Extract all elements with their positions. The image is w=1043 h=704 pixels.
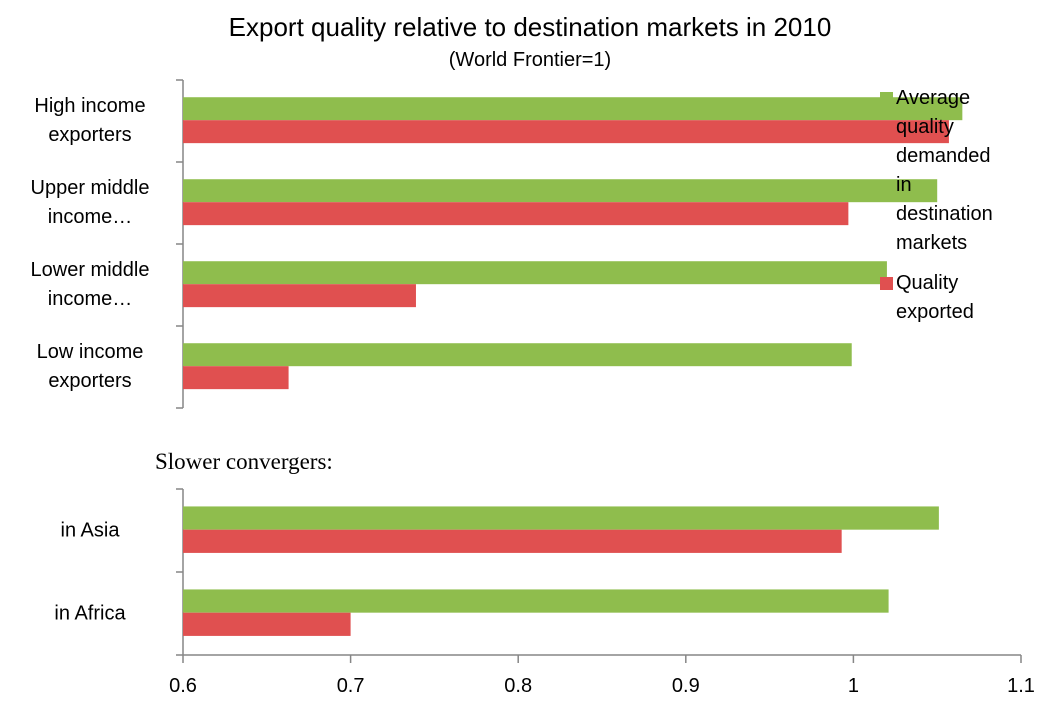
- bar: [183, 202, 849, 226]
- y-tick-label: High income exporters: [34, 95, 146, 146]
- y-tick-label: in Asia: [60, 519, 120, 541]
- bar: [183, 179, 938, 203]
- bar: [183, 284, 416, 308]
- bar: [183, 366, 289, 390]
- x-tick-label: 1: [847, 675, 859, 697]
- legend-swatch: [880, 277, 893, 290]
- x-tick-label: 0.7: [336, 675, 365, 697]
- chart-title: Export quality relative to destination m…: [228, 12, 832, 42]
- y-tick-label: Upper middle income…: [30, 177, 150, 228]
- bar: [183, 261, 887, 285]
- y-tick-label: in Africa: [54, 602, 126, 624]
- panel-title: Slower convergers:: [155, 449, 333, 474]
- x-tick-label: 0.6: [169, 675, 197, 697]
- legend-label: Quality exported: [896, 272, 974, 323]
- bar: [183, 529, 842, 553]
- bar: [183, 343, 852, 367]
- bar: [183, 612, 351, 636]
- x-tick-label: 0.9: [671, 675, 700, 697]
- x-tick-label: 1.1: [1007, 675, 1035, 697]
- bar: [183, 120, 949, 144]
- y-tick-label: Lower middle income…: [30, 259, 150, 310]
- legend-label: Average quality demanded in destination …: [896, 87, 993, 254]
- legend-swatch: [880, 92, 893, 105]
- y-tick-label: Low income exporters: [36, 341, 144, 392]
- chart-subtitle: (World Frontier=1): [448, 49, 612, 71]
- bar: [183, 589, 889, 613]
- x-tick-label: 0.8: [504, 675, 533, 697]
- bar: [183, 97, 963, 121]
- bar: [183, 506, 939, 530]
